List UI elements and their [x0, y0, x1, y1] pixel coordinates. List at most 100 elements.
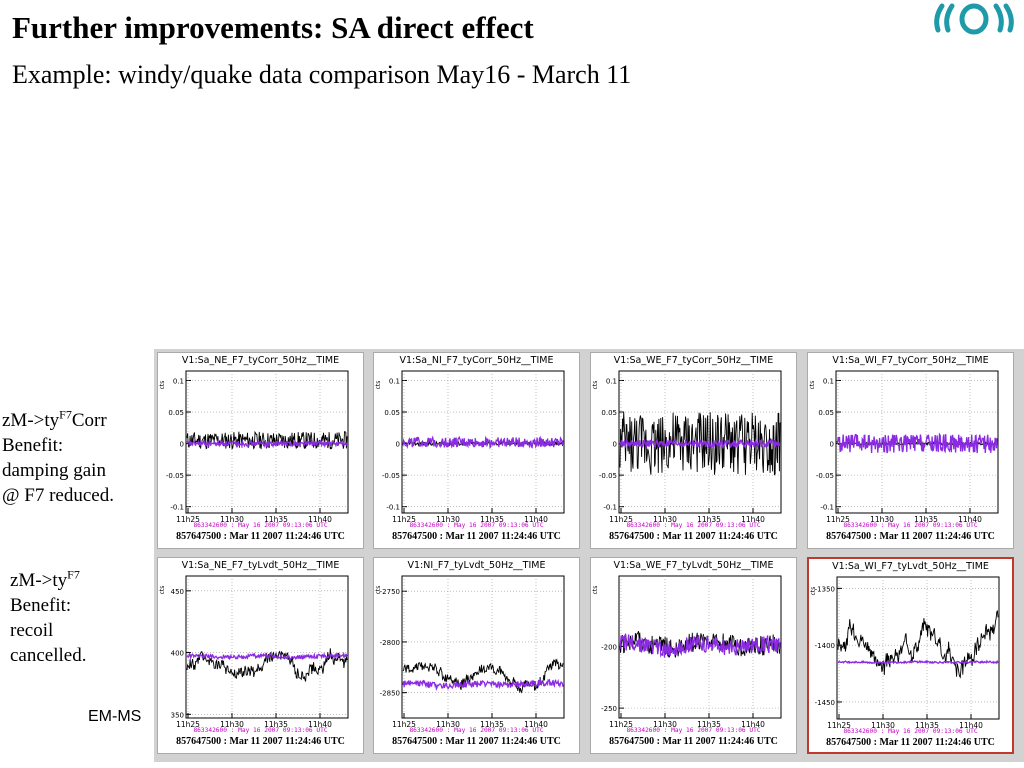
plot-title: V1:Sa_NE_F7_tyCorr_50Hz__TIME — [181, 355, 340, 366]
y-tick-label: 0.1 — [606, 377, 617, 385]
x-tick-label: 11h35 — [480, 515, 504, 524]
y-axis-label: cts — [592, 381, 599, 390]
x-tick-label: 11h40 — [308, 720, 332, 729]
x-tick-label: 11h40 — [958, 515, 982, 524]
x-tick-label: 11h35 — [264, 720, 288, 729]
plot-legend-mar: 857647500 : Mar 11 2007 11:24:46 UTC — [176, 531, 345, 542]
y-axis-label: cts — [375, 586, 382, 595]
y-tick-label: 0 — [396, 441, 400, 449]
plot-legend-mar: 857647500 : Mar 11 2007 11:24:46 UTC — [392, 531, 561, 542]
note-row1-line: Benefit: — [2, 435, 64, 456]
y-tick-label: -2850 — [380, 690, 400, 698]
plot-canvas: 0.1 0.05 0 -0.05 -0.1 11h25 11h30 11h35 11h40 cts — [592, 370, 782, 524]
plot-canvas: -200 -250 11h25 11h30 11h35 11h40 cts — [592, 575, 782, 729]
x-tick-label: 11h35 — [697, 720, 721, 729]
y-tick-label: 450 — [171, 588, 184, 596]
plot-we-tycorr: V1:Sa_WE_F7_tyCorr_50Hz__TIME 0.1 0.05 0 -0… — [590, 352, 797, 549]
series-trace — [619, 412, 781, 476]
series-trace — [837, 610, 999, 679]
plot-title: V1:Sa_WE_F7_tyCorr_50Hz__TIME — [613, 355, 774, 366]
series-trace — [402, 435, 564, 450]
y-axis-label: cts — [375, 381, 382, 390]
x-tick-label: 11h40 — [524, 720, 548, 729]
note-row1: zM->tyF7Corr Benefit: damping gain @ F7 … — [2, 408, 114, 508]
x-tick-label: 11h25 — [392, 720, 416, 729]
y-axis-label: cts — [809, 381, 816, 390]
y-tick-label: -0.1 — [170, 504, 184, 512]
plot-legend-mar: 857647500 : Mar 11 2007 11:24:46 UTC — [826, 737, 995, 748]
plot-canvas: 0.1 0.05 0 -0.05 -0.1 11h25 11h30 11h35 11h40 cts — [375, 370, 565, 524]
note-row2-line: recoil — [10, 620, 54, 641]
x-tick-label: 11h25 — [176, 515, 200, 524]
x-tick-label: 11h40 — [741, 515, 765, 524]
plot-wi-tycorr: V1:Sa_WI_F7_tyCorr_50Hz__TIME 0.1 0.05 0 -0… — [807, 352, 1014, 549]
plot-legend-may: 863342600 : May 16 2007 09:13:06 UTC — [409, 727, 544, 734]
x-tick-label: 11h40 — [959, 721, 983, 730]
x-tick-label: 11h25 — [176, 720, 200, 729]
note-row2-line: Benefit: — [10, 595, 72, 616]
y-tick-label: -0.05 — [816, 472, 834, 480]
plot-canvas: 0.1 0.05 0 -0.05 -0.1 11h25 11h30 11h35 11h40 cts — [159, 370, 349, 524]
note-row2-sup: F7 — [67, 567, 80, 582]
x-tick-label: 11h30 — [653, 515, 677, 524]
series-trace — [186, 438, 348, 449]
plot-wi-tylvdt: V1:Sa_WI_F7_tyLvdt_50Hz__TIME -1350 -1400… — [807, 557, 1014, 754]
x-tick-label: 11h30 — [220, 515, 244, 524]
series-trace — [619, 633, 781, 658]
x-tick-label: 11h35 — [914, 515, 938, 524]
plot-canvas: 0.1 0.05 0 -0.05 -0.1 11h25 11h30 11h35 11h40 cts — [809, 370, 999, 524]
logo-icon — [934, 3, 1014, 35]
y-tick-label: -2750 — [380, 588, 400, 596]
note-row2: zM->tyF7 Benefit: recoil cancelled. — [10, 568, 86, 668]
note-row1-heading: zM->tyF7Corr — [2, 408, 114, 433]
plot-legend-may: 863342600 : May 16 2007 09:13:06 UTC — [193, 727, 328, 734]
plot-title: V1:Sa_WI_F7_tyCorr_50Hz__TIME — [832, 355, 989, 366]
plot-legend-mar: 857647500 : Mar 11 2007 11:24:46 UTC — [609, 531, 778, 542]
y-tick-label: -1450 — [815, 699, 835, 707]
plot-frame — [401, 575, 565, 719]
y-tick-label: 350 — [171, 711, 184, 719]
plot-title: V1:Sa_NI_F7_tyCorr_50Hz__TIME — [399, 355, 554, 366]
plot-legend-mar: 857647500 : Mar 11 2007 11:24:46 UTC — [826, 531, 995, 542]
x-tick-label: 11h40 — [741, 720, 765, 729]
x-tick-label: 11h30 — [436, 515, 460, 524]
plot-legend-may: 863342600 : May 16 2007 09:13:06 UTC — [409, 522, 544, 529]
y-tick-label: -1350 — [815, 585, 835, 593]
plot-legend-mar: 857647500 : Mar 11 2007 11:24:46 UTC — [176, 736, 345, 747]
plot-canvas: -2750 -2800 -2850 11h25 11h30 11h35 11h40 cts — [375, 575, 565, 729]
note-row2-prefix: zM->ty — [10, 570, 68, 591]
footer-label: EM-MS — [88, 708, 142, 725]
plot-title: V1:Sa_WI_F7_tyLvdt_50Hz__TIME — [832, 561, 989, 572]
plot-legend-mar: 857647500 : Mar 11 2007 11:24:46 UTC — [609, 736, 778, 747]
x-tick-label: 11h35 — [480, 720, 504, 729]
y-tick-label: 0 — [180, 441, 184, 449]
y-tick-label: -0.05 — [599, 472, 617, 480]
series-trace — [186, 648, 348, 682]
y-tick-label: -200 — [601, 643, 617, 651]
plot-title: V1:Sa_WE_F7_tyLvdt_50Hz__TIME — [613, 560, 774, 571]
x-tick-label: 11h25 — [826, 515, 850, 524]
x-tick-label: 11h30 — [871, 721, 895, 730]
y-tick-label: 0.1 — [389, 377, 400, 385]
y-tick-label: 0 — [613, 441, 617, 449]
y-tick-label: 0.1 — [173, 377, 184, 385]
x-tick-label: 11h25 — [609, 515, 633, 524]
y-tick-label: -0.05 — [166, 472, 184, 480]
slide-title: Further improvements: SA direct effect — [12, 10, 534, 45]
plot-we-tylvdt: V1:Sa_WE_F7_tyLvdt_50Hz__TIME -200 -250 11… — [590, 557, 797, 754]
note-row1-line: @ F7 reduced. — [2, 485, 114, 506]
slide-subtitle: Example: windy/quake data comparison May… — [12, 60, 632, 89]
series-trace — [836, 432, 998, 454]
note-row1-prefix: zM->ty — [2, 410, 60, 431]
series-trace — [619, 437, 781, 450]
x-tick-label: 11h30 — [436, 720, 460, 729]
y-axis-label: cts — [159, 586, 166, 595]
note-row1-line: damping gain — [2, 460, 106, 481]
y-tick-label: 0.05 — [384, 409, 400, 417]
y-tick-label: -0.1 — [603, 504, 617, 512]
x-tick-label: 11h40 — [308, 515, 332, 524]
y-tick-label: 400 — [171, 650, 184, 658]
x-tick-label: 11h30 — [653, 720, 677, 729]
plot-title: V1:NI_F7_tyLvdt_50Hz__TIME — [407, 560, 546, 571]
